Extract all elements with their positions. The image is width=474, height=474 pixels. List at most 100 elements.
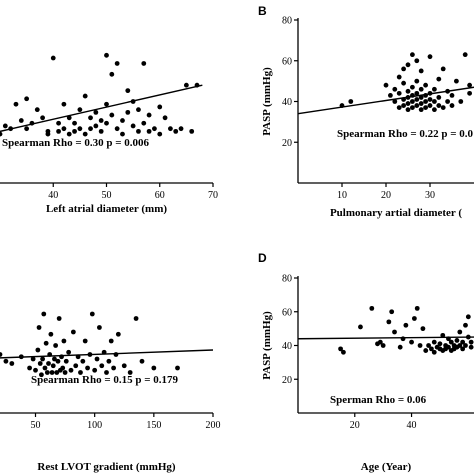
- panel-c-data-point: [53, 343, 59, 348]
- panel-c-data-point: [99, 363, 105, 369]
- panel-d-data-point: [460, 339, 466, 345]
- panel-c-data-point: [54, 370, 60, 375]
- panel-d-x-tick-label: 20: [350, 420, 360, 431]
- panel-a-data-point: [114, 61, 120, 66]
- panel-a-data-point: [109, 112, 115, 118]
- panel-c-data-point: [111, 365, 116, 371]
- panel-c-data-point: [151, 365, 157, 371]
- panel-c-data-point: [101, 349, 107, 355]
- panel-c-data-point: [63, 358, 69, 364]
- panel-c-data-point: [52, 356, 57, 362]
- panel-d-data-point: [420, 326, 426, 332]
- panel-a-data-point: [146, 112, 152, 118]
- panel-a-data-point: [141, 61, 147, 66]
- panel-a-data-point: [141, 120, 147, 126]
- panel-a-data-point: [120, 131, 125, 137]
- panel-b-data-point: [405, 95, 411, 100]
- panel-b-data-point: [414, 58, 420, 64]
- panel-d-x-tick-label: 40: [407, 420, 417, 431]
- panel-d-fit-line: [297, 336, 474, 340]
- panel-b-data-point: [432, 99, 437, 104]
- panel-b-data-point: [436, 103, 442, 108]
- panel-c-x-tick-label: 100: [87, 420, 102, 431]
- panel-a-data-point: [61, 101, 67, 107]
- panel-b-data-point: [388, 92, 393, 98]
- panel-b-data-point: [458, 99, 464, 104]
- panel-c-data-point: [61, 338, 67, 344]
- panel-b-data-point: [418, 68, 424, 74]
- panel-b-data-point: [467, 82, 472, 88]
- panel-a-data-point: [72, 120, 77, 126]
- panel-b-data-point: [418, 107, 424, 113]
- panel-c-data-point: [37, 361, 43, 366]
- panel-b-data-point: [423, 99, 428, 104]
- panel-a-x-tick-label: 50: [102, 190, 112, 201]
- panel-a-data-point: [24, 96, 30, 102]
- panel-b-data-point: [410, 92, 415, 98]
- panel-b-data-point: [405, 88, 411, 94]
- panel-b-data-point: [427, 54, 433, 60]
- panel-b-y-tick-label: 60: [282, 56, 292, 67]
- panel-b-data-point: [396, 105, 402, 111]
- panel-c-data-point: [49, 370, 55, 375]
- panel-d-data-point: [423, 348, 429, 353]
- panel-d-y-tick-label: 60: [282, 307, 292, 318]
- panel-a-data-point: [178, 126, 184, 132]
- panel-b-letter: B: [258, 4, 267, 18]
- panel-a-annotation: Spearman Rho = 0.30 p = 0.006: [2, 137, 149, 149]
- panel-d-data-point: [463, 322, 468, 328]
- panel-d-data-point: [426, 343, 431, 348]
- panel-b-y-tick-label: 80: [282, 16, 292, 27]
- panel-b-data-point: [396, 90, 402, 96]
- panel-a-data-point: [98, 118, 104, 123]
- panel-d-data-point: [380, 343, 386, 348]
- panel-b-data-point: [396, 74, 402, 80]
- panel-d-data-point: [358, 324, 363, 330]
- panel-d-data-point: [446, 336, 451, 342]
- panel-a-data-point: [104, 120, 109, 126]
- panel-c-x-tick-label: 150: [146, 420, 161, 431]
- panel-a-data-point: [0, 131, 3, 137]
- panel-a-data-point: [125, 109, 131, 115]
- panel-d-data-point: [454, 338, 460, 343]
- panel-b-data-point: [423, 92, 428, 98]
- panel-a-data-point: [109, 71, 115, 77]
- panel-b-data-point: [418, 95, 424, 100]
- panel-c-x-tick-label: 50: [31, 420, 41, 431]
- panel-a-data-point: [189, 128, 195, 134]
- panel-b-data-point: [418, 86, 424, 92]
- panel-a-data-point: [98, 128, 104, 134]
- panel-d-data-point: [397, 344, 403, 350]
- panel-b-data-point: [405, 62, 411, 68]
- panel-b-data-point: [339, 103, 345, 108]
- panel-c-data-point: [18, 354, 24, 360]
- panel-a-data-point: [93, 123, 99, 129]
- panel-a-data-point: [66, 131, 72, 137]
- panel-c-data-point: [89, 311, 95, 317]
- panel-d-data-point: [392, 329, 397, 335]
- panel-c-data-point: [85, 365, 90, 371]
- panel-a-data-point: [77, 107, 83, 113]
- panel-a-data-point: [162, 115, 168, 121]
- panel-b-x-tick-label: 10: [337, 190, 347, 201]
- panel-a-data-point: [136, 107, 141, 113]
- panel-a-data-point: [50, 55, 56, 61]
- panel-d-data-point: [338, 346, 343, 352]
- panel-c-data-point: [92, 367, 98, 373]
- panel-c-data-point: [56, 316, 62, 321]
- panel-c-x-tick-label: 200: [206, 420, 221, 431]
- panel-a-data-point: [66, 115, 72, 121]
- panel-a-data-point: [61, 126, 67, 132]
- panel-b-data-point: [414, 78, 420, 84]
- panel-c-data-point: [113, 352, 119, 357]
- panel-d-data-point: [446, 344, 451, 350]
- panel-b-data-point: [410, 99, 415, 104]
- panel-a-data-point: [120, 118, 125, 123]
- panel-c-data-point: [47, 352, 53, 357]
- panel-b-y-tick-label: 20: [282, 138, 292, 149]
- panel-a-data-point: [152, 126, 157, 132]
- panel-d-y-tick-label: 20: [282, 375, 292, 386]
- panel-a-data-point: [34, 107, 40, 113]
- panel-b-data-point: [410, 84, 415, 90]
- panel-b-data-point: [401, 97, 406, 102]
